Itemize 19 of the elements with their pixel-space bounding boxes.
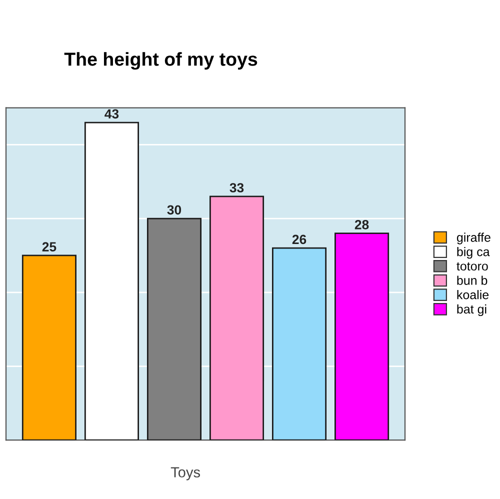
legend-label: bun b <box>457 276 488 285</box>
bar <box>22 254 76 440</box>
bar <box>146 218 202 440</box>
data-label: 26 <box>292 234 306 244</box>
legend-label: big ca <box>457 247 490 259</box>
data-label: 25 <box>42 242 56 252</box>
legend-label: bat gi <box>457 304 486 316</box>
bar <box>334 232 390 440</box>
bar <box>272 247 327 440</box>
x-axis-title: Toys <box>170 467 200 480</box>
data-label: 43 <box>104 109 119 119</box>
chart-title: The height of my toys <box>64 52 258 70</box>
data-label: 33 <box>230 183 244 192</box>
bar <box>209 196 264 440</box>
data-label: 28 <box>354 220 369 230</box>
legend-label: giraffe <box>456 232 490 244</box>
legend-label: totoro <box>456 262 488 271</box>
legend-label: koalie <box>457 290 489 300</box>
data-label: 30 <box>167 205 182 215</box>
